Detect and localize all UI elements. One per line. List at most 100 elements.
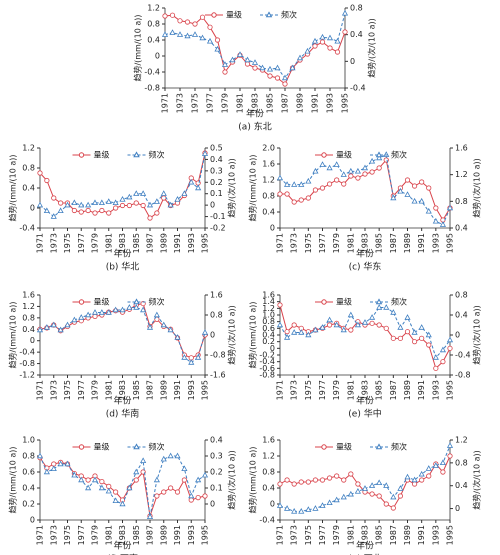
chart-title: (b) 华北	[106, 261, 140, 273]
circle-marker	[113, 489, 119, 495]
x-axis-label: 年份	[113, 540, 131, 552]
x-tick-label: 1979	[91, 233, 100, 253]
x-tick-label: 1995	[446, 380, 455, 400]
chart-title: (f) 西南	[107, 553, 138, 555]
triangle-marker	[361, 164, 369, 171]
triangle-marker	[153, 311, 160, 318]
triangle-marker	[425, 331, 432, 338]
x-tick-label: 1977	[77, 233, 86, 253]
triangle-marker	[160, 455, 167, 462]
triangle-marker	[140, 457, 147, 463]
x-tick-label: 1971	[276, 233, 285, 253]
x-tick-label: 1985	[375, 525, 384, 545]
x-tick-label: 1983	[361, 380, 370, 400]
y2-tick-label: 0.4	[455, 311, 468, 320]
triangle-marker	[153, 198, 160, 204]
circle-marker	[119, 202, 126, 209]
triangle-marker	[50, 321, 57, 328]
legend-label: 频次	[149, 297, 165, 307]
y2-tick-label: 0.8	[350, 4, 363, 13]
triangle-marker	[425, 207, 432, 214]
x-tick-label: 1981	[104, 380, 113, 400]
circle-marker	[291, 322, 297, 328]
triangle-marker	[276, 321, 284, 328]
legend-marker	[78, 444, 85, 450]
x-tick-label: 1987	[146, 525, 155, 545]
x-tick-label: 1995	[201, 233, 210, 253]
triangle-marker	[291, 329, 298, 335]
circle-marker	[147, 215, 153, 221]
y2-tick-label: 0.8	[455, 291, 468, 300]
y-tick-label: 0.2	[22, 500, 35, 509]
y2-tick-label: 0.2	[210, 468, 223, 477]
x-tick-label: 1987	[146, 380, 155, 400]
y2-tick-label: 0.3	[210, 452, 223, 461]
circle-marker	[411, 339, 418, 345]
x-tick-label: 1989	[403, 233, 412, 253]
y-tick-label: 0.8	[22, 164, 35, 173]
triangle-marker	[85, 484, 92, 491]
triangle-marker	[236, 51, 244, 57]
y-tick-label: 2.0	[262, 144, 275, 153]
triangle-marker	[418, 324, 425, 330]
circle-marker	[326, 322, 333, 328]
triangle-marker	[146, 324, 154, 330]
circle-marker	[277, 191, 283, 197]
legend-label: 量级	[336, 150, 352, 160]
y-tick-label: 0.8	[262, 192, 275, 201]
y-axis-label: 趋势/(mm/(10 a))	[8, 446, 18, 513]
triangle-marker	[284, 181, 291, 187]
x-tick-label: 1971	[36, 525, 45, 545]
x-axis-label: 年份	[113, 395, 131, 407]
y-tick-label: 1.2	[262, 304, 275, 313]
x-tick-label: 1983	[118, 380, 127, 400]
triangle-marker	[112, 497, 119, 503]
y-tick-label: -0.8	[19, 359, 35, 368]
x-tick-label: 1985	[375, 380, 384, 400]
y-tick-label: -0.4	[259, 357, 275, 366]
y2-tick-label: -0.8	[210, 351, 226, 360]
x-tick-label: 1975	[304, 380, 313, 400]
triangle-marker	[354, 167, 361, 174]
x-tick-label: 1993	[326, 93, 335, 113]
x-axis-label: 年份	[356, 248, 374, 260]
circle-marker	[369, 320, 375, 326]
circle-marker	[319, 477, 326, 483]
triangle-marker	[298, 329, 305, 335]
y2-tick-label: 0.4	[350, 30, 363, 39]
triangle-marker	[340, 171, 347, 177]
triangle-marker	[140, 306, 147, 313]
triangle-marker	[160, 190, 167, 196]
y2-tick-label: 0	[455, 331, 460, 340]
legend-label: 量级	[94, 150, 110, 160]
triangle-marker	[304, 47, 311, 54]
triangle-marker	[311, 37, 319, 44]
y-tick-label: -0.6	[259, 364, 275, 373]
y-tick-label: 1.6	[22, 291, 35, 300]
y-tick-label: 0.4	[22, 325, 35, 334]
x-tick-label: 1981	[346, 233, 355, 253]
y2-axis-label: 趋势/(次/(10 a))	[472, 158, 482, 218]
triangle-marker	[181, 354, 188, 360]
triangle-marker	[439, 346, 446, 353]
x-tick-label: 1971	[36, 380, 45, 400]
circle-marker	[192, 21, 198, 27]
circle-marker	[390, 505, 396, 511]
triangle-marker	[167, 452, 174, 459]
chart-title: (e) 华中	[348, 408, 381, 420]
triangle-marker	[85, 311, 92, 318]
triangle-marker	[439, 221, 446, 227]
triangle-marker	[383, 482, 390, 488]
series-line	[39, 457, 206, 517]
y-tick-label: 1.0	[22, 436, 35, 445]
triangle-marker	[347, 490, 354, 497]
x-tick-label: 1977	[318, 233, 327, 253]
triangle-marker	[347, 311, 354, 318]
triangle-marker	[326, 34, 334, 41]
x-tick-label: 1991	[417, 525, 426, 545]
triangle-marker	[78, 476, 85, 483]
y-tick-label: 0	[30, 336, 35, 345]
legend-marker	[133, 298, 140, 305]
axis-frame	[279, 295, 451, 376]
x-tick-label: 1985	[375, 233, 384, 253]
